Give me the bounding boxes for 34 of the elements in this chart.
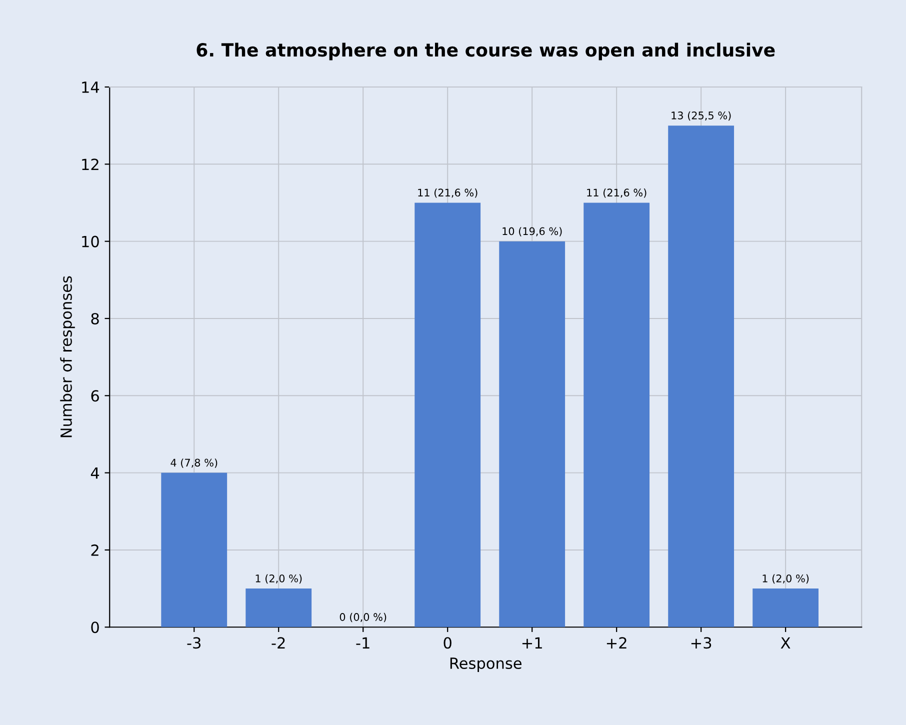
data-label: 13 (25,5 %): [672, 111, 731, 121]
data-label: 11 (21,6 %): [418, 188, 478, 198]
bar: [584, 202, 650, 628]
x-tick-label: +3: [691, 637, 712, 649]
x-tick-label: +1: [522, 637, 542, 648]
x-tick-label: +2: [606, 637, 626, 648]
y-tick-label: 8: [91, 312, 99, 325]
bar: [161, 472, 228, 628]
x-axis-title: Response: [450, 658, 522, 672]
x-tick-label: -1: [356, 637, 370, 648]
y-tick-label: 10: [82, 236, 99, 248]
y-tick-label: 0: [91, 622, 99, 634]
y-tick-label: 2: [91, 544, 98, 556]
y-axis-title: Number of responses: [60, 276, 75, 438]
x-tick-label: -3: [187, 637, 201, 649]
data-label: 1 (2,0 %): [256, 574, 302, 584]
data-label: 11 (21,6 %): [587, 188, 646, 198]
y-tick-label: 12: [82, 158, 98, 170]
bar: [752, 588, 819, 628]
y-tick-label: 4: [90, 467, 100, 479]
y-tick-label: 6: [91, 390, 99, 402]
data-label: 1 (2,0 %): [762, 574, 809, 584]
x-tick-label: -2: [272, 637, 285, 648]
bar: [668, 126, 734, 628]
bar: [414, 202, 481, 628]
data-label: 10 (19,6 %): [502, 227, 562, 236]
x-tick-label: X: [780, 637, 790, 648]
y-tick-label: 14: [82, 82, 100, 93]
x-tick-label: 0: [444, 637, 452, 649]
data-label: 0 (0,0 %): [340, 612, 386, 622]
bar: [499, 241, 566, 628]
data-label: 4 (7,8 %): [170, 458, 218, 468]
bar: [246, 588, 312, 628]
chart-title: 6. The atmosphere on the course was open and inclusive: [196, 42, 775, 60]
